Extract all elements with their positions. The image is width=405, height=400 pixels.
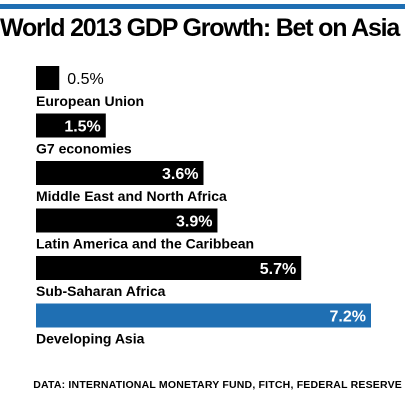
category-label: Sub-Saharan Africa xyxy=(36,283,166,299)
value-label: 7.2% xyxy=(330,309,366,326)
data-source-note: DATA: INTERNATIONAL MONETARY FUND, FITCH… xyxy=(33,379,402,391)
bar-sub-saharan-africa xyxy=(36,256,302,280)
value-label: 5.7% xyxy=(260,261,296,278)
bar-g7-economies xyxy=(36,113,106,138)
category-label: Latin America and the Caribbean xyxy=(36,236,254,252)
value-label: 3.9% xyxy=(176,214,212,231)
category-label: Developing Asia xyxy=(36,331,145,347)
bar-developing-asia xyxy=(36,303,371,328)
value-label: 3.6% xyxy=(162,166,198,183)
category-label: G7 economies xyxy=(36,141,132,157)
chart-title: World 2013 GDP Growth: Bet on Asia xyxy=(0,14,400,42)
bar-middle-east-and-north-africa xyxy=(36,161,204,185)
bar-latin-america-and-the-caribbean xyxy=(36,208,218,233)
accent-rule xyxy=(0,4,405,9)
bar-european-union xyxy=(36,66,60,90)
value-label: 1.5% xyxy=(64,119,100,136)
category-label: Middle East and North Africa xyxy=(36,188,227,204)
value-label: 0.5% xyxy=(67,71,103,88)
category-label: European Union xyxy=(36,93,144,109)
